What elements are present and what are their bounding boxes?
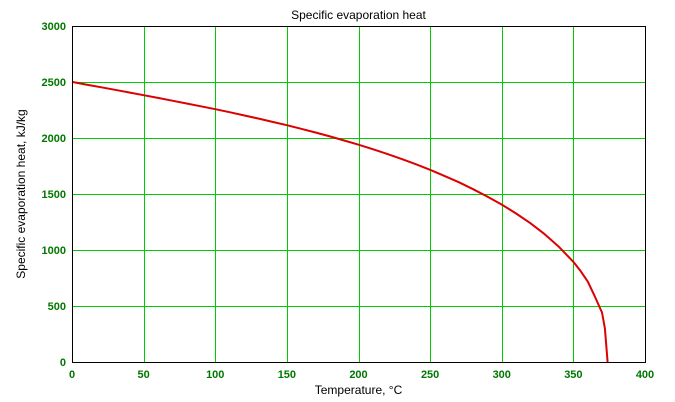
x-tick-label: 0	[69, 369, 75, 381]
tick-labels: 0 50 100 150 200 250 300 350 400 0 500 1000 1500 2000…	[42, 21, 655, 381]
x-tick-label: 400	[636, 369, 654, 381]
x-tick-label: 50	[138, 369, 150, 381]
x-tick-label: 300	[493, 369, 511, 381]
y-tick-label: 0	[60, 357, 66, 369]
x-tick-label: 100	[206, 369, 224, 381]
y-tick-label: 2000	[42, 133, 66, 145]
x-tick-label: 350	[564, 369, 582, 381]
grid	[72, 26, 645, 362]
plot-frame	[72, 26, 646, 363]
y-axis-label: Specific evaporation heat, kJ/kg	[14, 109, 28, 278]
chart-title: Specific evaporation heat	[291, 8, 426, 22]
x-tick-label: 250	[421, 369, 439, 381]
series-group	[71, 80, 609, 363]
x-axis-label: Temperature, °C	[315, 383, 403, 397]
series-line	[71, 80, 609, 363]
y-tick-label: 3000	[42, 21, 66, 33]
x-tick-label: 150	[278, 369, 296, 381]
y-tick-label: 1000	[42, 245, 66, 257]
y-tick-label: 2500	[42, 77, 66, 89]
y-tick-label: 500	[48, 301, 66, 313]
y-tick-label: 1500	[42, 189, 66, 201]
x-tick-label: 200	[349, 369, 367, 381]
